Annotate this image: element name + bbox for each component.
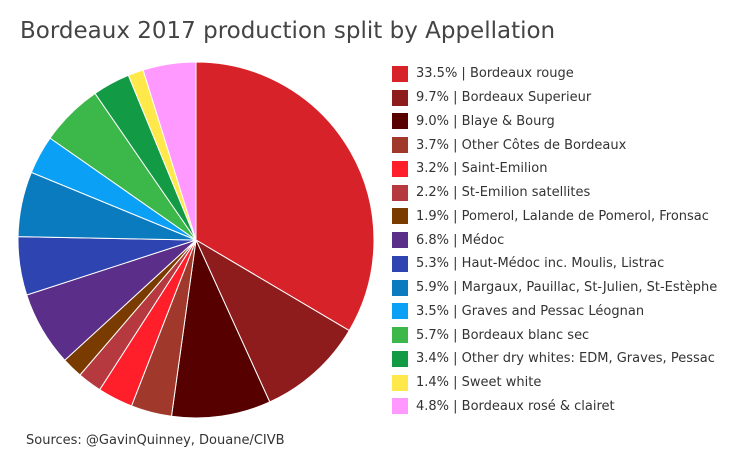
legend-label: 1.9% | Pomerol, Lalande de Pomerol, Fron… xyxy=(416,208,709,224)
legend-swatch xyxy=(392,279,408,296)
legend-item: 4.8% | Bordeaux rosé & clairet xyxy=(392,395,717,419)
legend-swatch xyxy=(392,398,408,415)
legend-item: 1.4% | Sweet white xyxy=(392,371,717,395)
legend-swatch xyxy=(392,232,408,249)
legend-label: 1.4% | Sweet white xyxy=(416,375,542,391)
legend-item: 2.2% | St-Emilion satellites xyxy=(392,181,717,205)
legend-swatch xyxy=(392,208,408,225)
legend-swatch xyxy=(392,89,408,106)
legend-label: 3.4% | Other dry whites: EDM, Graves, Pe… xyxy=(416,351,715,367)
legend-swatch xyxy=(392,350,408,367)
legend-label: 33.5% | Bordeaux rouge xyxy=(416,66,574,82)
pie-slice-15 xyxy=(142,61,197,241)
legend-label: 9.7% | Bordeaux Superieur xyxy=(416,90,592,106)
legend-swatch xyxy=(392,255,408,272)
legend-swatch xyxy=(392,374,408,391)
legend-label: 4.8% | Bordeaux rosé & clairet xyxy=(416,398,615,414)
legend-label: 5.9% | Margaux, Pauillac, St-Julien, St-… xyxy=(416,280,718,296)
legend-swatch xyxy=(392,113,408,130)
legend-item: 3.7% | Other Côtes de Bordeaux xyxy=(392,133,717,157)
legend-label: 6.8% | Médoc xyxy=(416,232,505,248)
legend-item: 6.8% | Médoc xyxy=(392,228,717,252)
legend-item: 5.9% | Margaux, Pauillac, St-Julien, St-… xyxy=(392,276,717,300)
legend-label: 2.2% | St-Emilion satellites xyxy=(416,185,591,201)
chart-legend: 33.5% | Bordeaux rouge 9.7% | Bordeaux Su… xyxy=(392,62,717,418)
legend-swatch xyxy=(392,184,408,201)
legend-swatch xyxy=(392,137,408,154)
legend-item: 5.3% | Haut-Médoc inc. Moulis, Listrac xyxy=(392,252,717,276)
legend-item: 9.0% | Blaye & Bourg xyxy=(392,110,717,134)
legend-item: 3.5% | Graves and Pessac Léognan xyxy=(392,300,717,324)
legend-item: 3.2% | Saint-Emilion xyxy=(392,157,717,181)
legend-label: 5.7% | Bordeaux blanc sec xyxy=(416,327,590,343)
legend-item: 5.7% | Bordeaux blanc sec xyxy=(392,323,717,347)
legend-label: 3.7% | Other Côtes de Bordeaux xyxy=(416,137,627,153)
pie-slice-3 xyxy=(170,238,271,419)
legend-item: 33.5% | Bordeaux rouge xyxy=(392,62,717,86)
legend-swatch xyxy=(392,327,408,344)
legend-swatch xyxy=(392,303,408,320)
pie-slices xyxy=(17,61,375,419)
legend-label: 5.3% | Haut-Médoc inc. Moulis, Listrac xyxy=(416,256,665,272)
legend-item: 9.7% | Bordeaux Superieur xyxy=(392,86,717,110)
legend-label: 9.0% | Blaye & Bourg xyxy=(416,113,555,129)
source-note: Sources: @GavinQuinney, Douane/CIVB xyxy=(26,433,285,448)
legend-swatch xyxy=(392,65,408,82)
legend-item: 3.4% | Other dry whites: EDM, Graves, Pe… xyxy=(392,347,717,371)
pie-slice-1 xyxy=(195,61,375,332)
legend-label: 3.2% | Saint-Emilion xyxy=(416,161,548,177)
legend-item: 1.9% | Pomerol, Lalande de Pomerol, Fron… xyxy=(392,205,717,229)
legend-label: 3.5% | Graves and Pessac Léognan xyxy=(416,303,645,319)
pie-slice-2 xyxy=(194,238,350,403)
chart-title: Bordeaux 2017 production split by Appell… xyxy=(20,18,556,44)
legend-swatch xyxy=(392,160,408,177)
